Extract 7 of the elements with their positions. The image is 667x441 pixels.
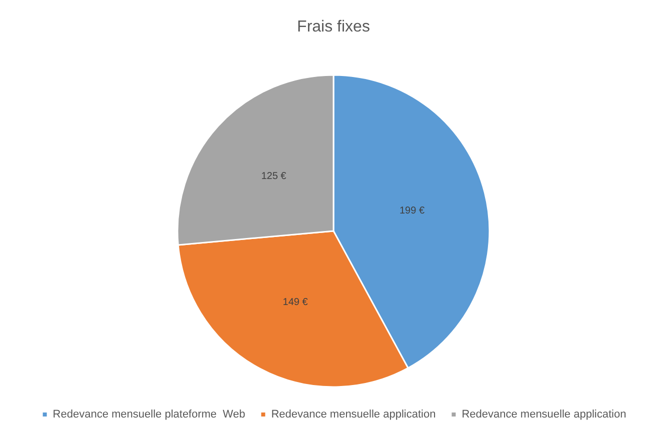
data-label: 199 € <box>399 206 425 217</box>
chart-title: Frais fixes <box>297 18 370 36</box>
data-label: 125 € <box>261 170 287 182</box>
legend-label: Redevance mensuelle application <box>271 408 436 420</box>
legend-label: Redevance mensuelle application <box>462 408 626 420</box>
data-label: 149 € <box>282 296 308 308</box>
legend-label: Redevance mensuelle plateforme Web <box>52 408 246 420</box>
